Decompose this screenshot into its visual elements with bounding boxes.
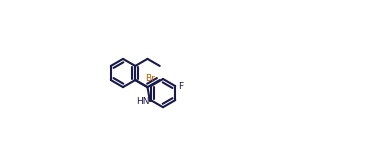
Text: HN: HN [136, 97, 149, 106]
Text: Br: Br [145, 74, 155, 83]
Text: F: F [178, 82, 184, 91]
